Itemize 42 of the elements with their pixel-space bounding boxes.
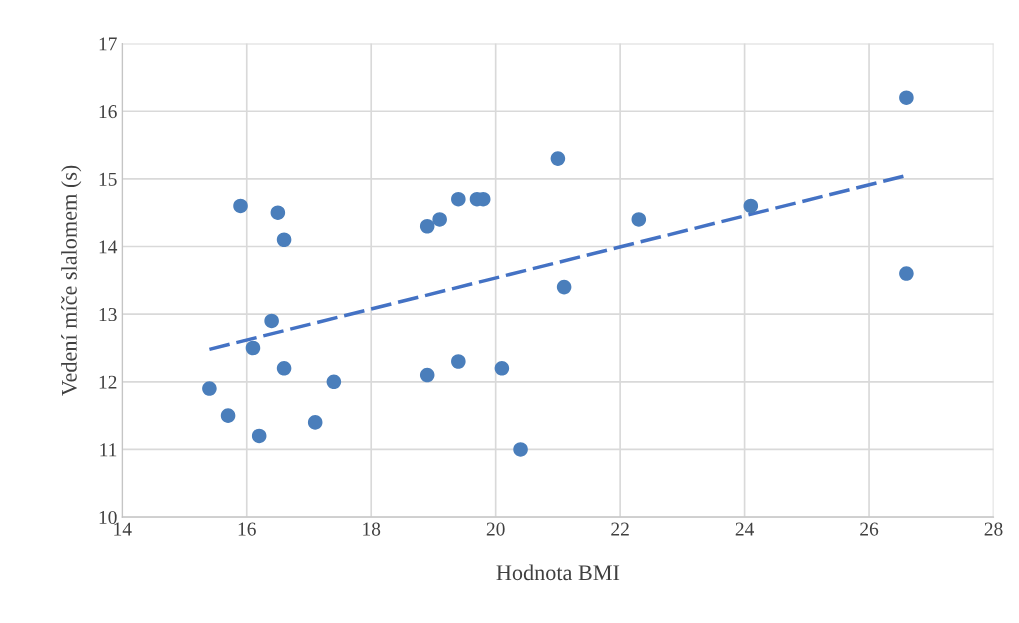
- point: [899, 90, 914, 106]
- point: [276, 232, 292, 248]
- y-tick-label: 11: [100, 443, 117, 457]
- point: [233, 198, 248, 214]
- point: [432, 212, 447, 227]
- point: [307, 415, 323, 430]
- point: [264, 313, 279, 329]
- point: [220, 408, 236, 423]
- point: [451, 191, 466, 207]
- x-axis-title: Hodnota BMI: [496, 564, 620, 581]
- y-tick-label: 15: [99, 172, 117, 186]
- x-tick-label: 14: [114, 522, 132, 536]
- point: [899, 266, 914, 281]
- y-tick-label: 16: [99, 105, 117, 119]
- y-axis-title: Vedení míče slalomem (s): [61, 165, 82, 396]
- point: [556, 279, 572, 295]
- point: [513, 442, 528, 457]
- point: [419, 218, 435, 234]
- point: [270, 205, 286, 220]
- point: [494, 361, 510, 376]
- x-tick-label: 16: [238, 522, 256, 536]
- x-tick-label: 24: [735, 522, 755, 536]
- y-tick-label: 17: [99, 37, 117, 51]
- y-tick-label: 14: [99, 240, 118, 254]
- point: [251, 428, 267, 444]
- point: [743, 198, 759, 214]
- x-tick-label: 22: [611, 522, 629, 536]
- point: [245, 340, 261, 356]
- y-tick-label: 13: [99, 308, 117, 322]
- point: [326, 374, 342, 390]
- point: [550, 151, 566, 166]
- x-tick-label: 26: [860, 522, 879, 536]
- x-tick-label: 28: [984, 522, 1003, 536]
- x-tick-label: 18: [363, 522, 381, 536]
- point: [202, 381, 217, 396]
- y-tick-label: 12: [99, 375, 117, 389]
- point: [451, 354, 466, 369]
- point: [419, 367, 435, 383]
- x-tick-label: 20: [486, 522, 505, 536]
- point: [276, 361, 292, 376]
- y-tick-label: 10: [99, 510, 117, 525]
- point: [631, 212, 647, 227]
